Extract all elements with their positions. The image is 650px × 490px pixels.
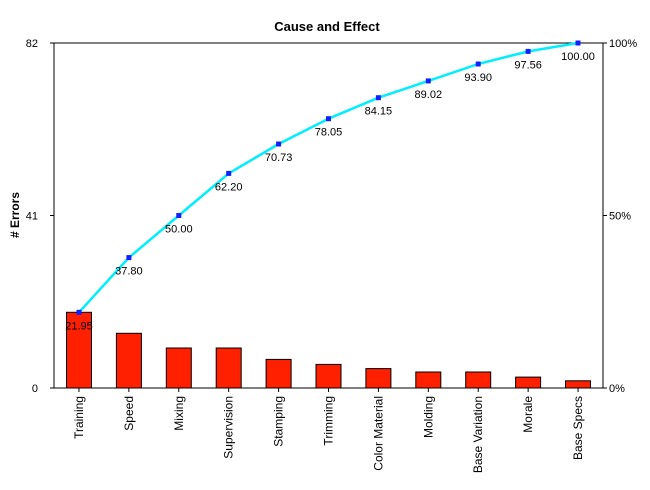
category-label: Speed — [122, 396, 136, 431]
bar-morale — [515, 376, 542, 389]
y-tick-label: 82 — [26, 38, 38, 50]
cumulative-data-label: 70.73 — [265, 152, 293, 164]
category-label: Base Variation — [471, 396, 485, 473]
cumulative-data-label: 50.00 — [165, 224, 193, 236]
cumulative-point — [226, 170, 232, 176]
y2-tick-label: 50% — [609, 211, 631, 223]
cumulative-data-label: 21.95 — [65, 320, 93, 332]
axes: 0 41 82 0% 50% 100% Training Speed Mixing Supervi… — [26, 38, 638, 473]
category-label: Morale — [521, 396, 535, 433]
cumulative-data-label: 37.80 — [115, 266, 143, 278]
cumulative-point — [176, 213, 182, 218]
cumulative-data-label: 62.20 — [215, 181, 243, 193]
cumulative-data-label: 100.00 — [561, 51, 595, 63]
bar-molding — [415, 371, 442, 389]
bar-color-material — [365, 368, 392, 389]
cumulative-point — [276, 141, 282, 147]
bar-series — [66, 311, 591, 389]
category-label: Molding — [421, 396, 435, 438]
y2-tick-label: 100% — [609, 38, 637, 50]
y2-tick-label: 0% — [609, 383, 625, 395]
cumulative-point — [525, 48, 531, 54]
cumulative-line-series: 21.95 37.80 50.00 62.20 70.73 78.05 84.15 89.02… — [65, 40, 595, 332]
category-label: Mixing — [172, 396, 186, 431]
bar-base-specs — [565, 380, 591, 389]
category-label: Base Specs — [571, 396, 585, 460]
category-label: Color Material — [371, 396, 385, 471]
bar-supervision — [215, 347, 242, 389]
bar-speed — [115, 332, 142, 389]
cumulative-point — [575, 40, 581, 46]
cumulative-point — [425, 78, 431, 84]
chart-title: Cause and Effect — [274, 19, 380, 34]
cumulative-data-label: 89.02 — [415, 89, 443, 101]
cumulative-data-label: 84.15 — [365, 106, 393, 118]
category-label: Supervision — [222, 396, 236, 459]
cumulative-data-label: 93.90 — [464, 72, 492, 84]
y-tick-label: 0 — [32, 383, 38, 395]
cumulative-point — [326, 116, 331, 122]
cumulative-point — [375, 95, 381, 101]
category-label: Trimming — [322, 396, 336, 446]
cumulative-point — [76, 309, 82, 315]
y-axis-label: # Errors — [8, 192, 22, 238]
category-label: Training — [72, 396, 86, 439]
cumulative-point — [126, 255, 132, 261]
cumulative-point — [475, 61, 481, 67]
category-label: Stamping — [272, 396, 286, 447]
cumulative-data-label: 78.05 — [315, 127, 343, 139]
cumulative-line — [78, 41, 579, 314]
y-tick-label: 41 — [26, 211, 38, 223]
bar-stamping — [265, 358, 292, 389]
bar-trimming — [315, 363, 342, 389]
cumulative-data-label: 97.56 — [514, 59, 542, 71]
bar-mixing — [165, 347, 192, 389]
bar-base-variation — [465, 371, 492, 389]
